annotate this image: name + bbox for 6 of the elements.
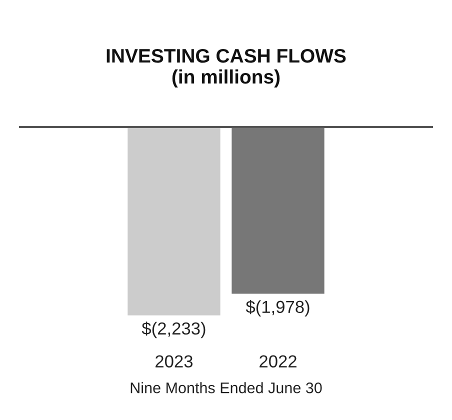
x-tick-label: 2022 [260,355,296,368]
data-label: $(2,233) [142,322,206,338]
x-axis-title: Nine Months Ended June 30 [130,382,322,394]
x-tick-label: 2023 [156,355,193,368]
chart-title: INVESTING CASH FLOWS (in millions) [106,48,346,88]
data-label: $(1,978) [246,300,310,316]
